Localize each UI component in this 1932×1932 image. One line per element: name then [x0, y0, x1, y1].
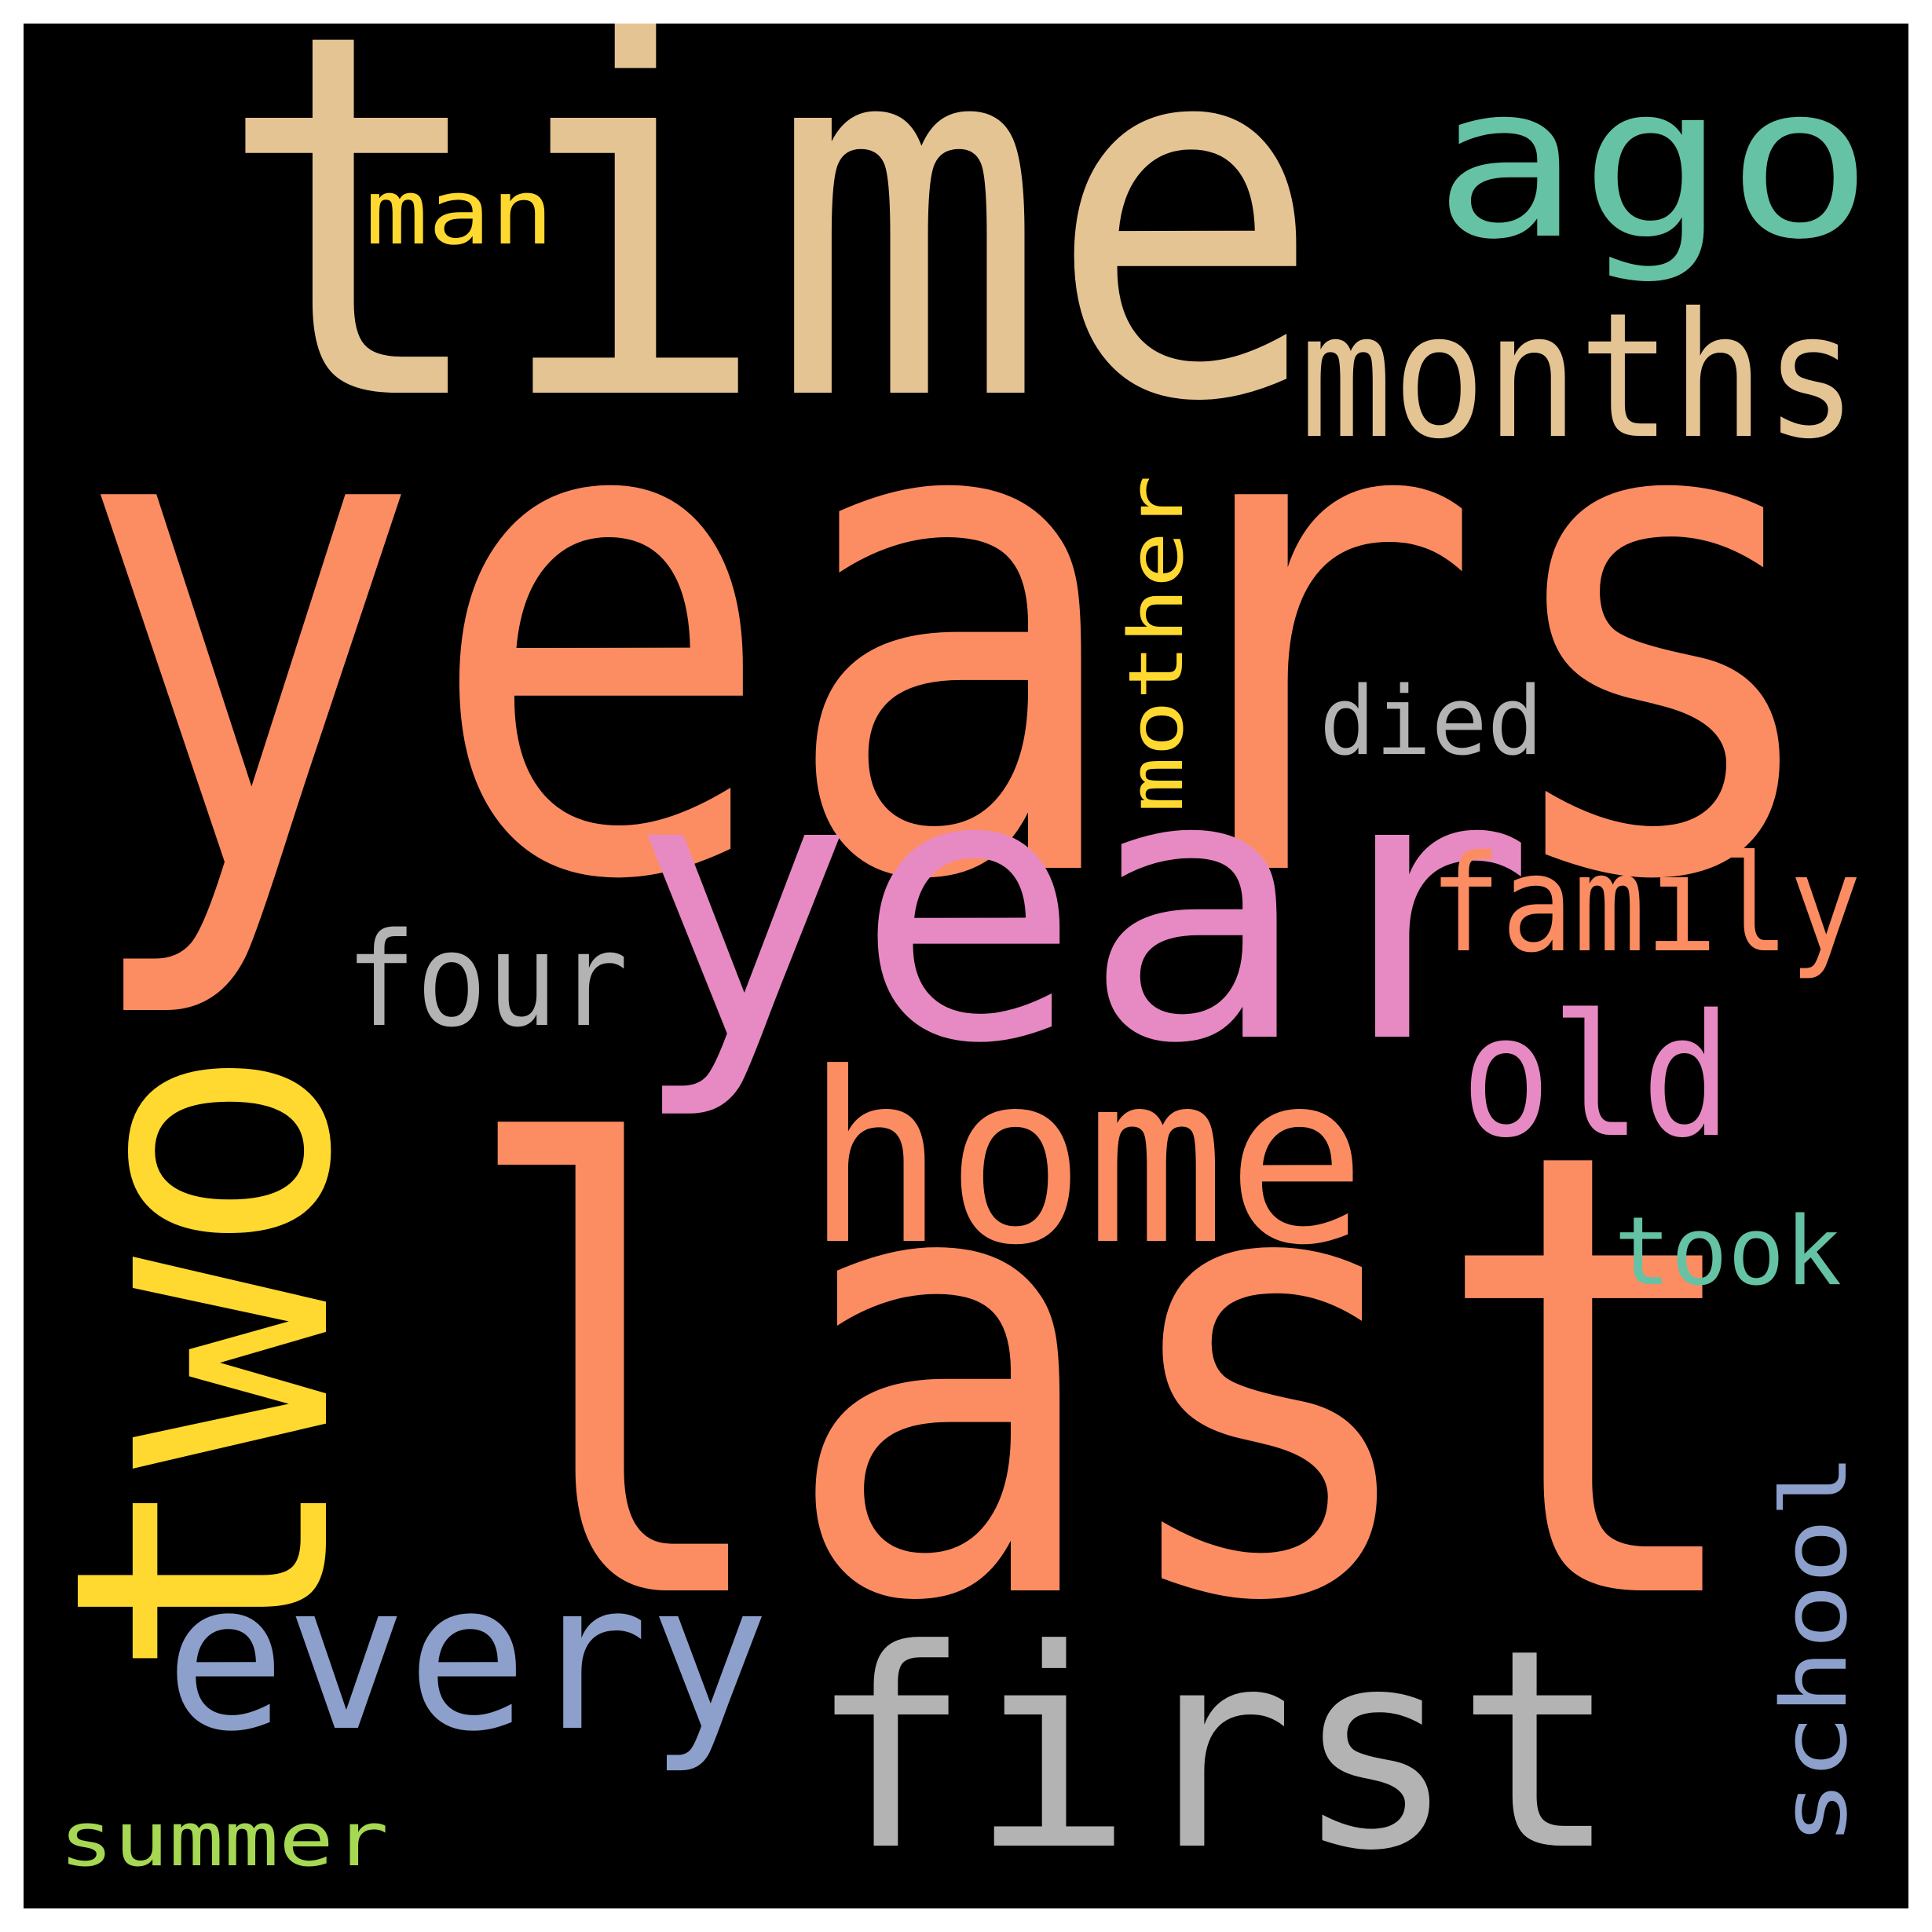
word-old: old: [1461, 978, 1732, 1175]
word-year: year: [628, 694, 1535, 1124]
word-time: time: [216, 24, 1323, 511]
word-summer: summer: [59, 1797, 389, 1883]
word-cloud: years time last year two ago months firs…: [24, 24, 1908, 1908]
word-ago: ago: [1433, 38, 1873, 286]
word-cloud-background: [24, 24, 1908, 1908]
word-two: two: [24, 1045, 410, 1681]
word-years: years: [71, 234, 1838, 1030]
word-months: months: [1300, 276, 1857, 477]
word-cloud-canvas: years time last year two ago months firs…: [24, 24, 1908, 1908]
word-died: died: [1319, 668, 1543, 777]
word-four: four: [346, 905, 628, 1056]
word-school: school: [1762, 1453, 1868, 1846]
word-every: every: [165, 1539, 770, 1776]
word-family: family: [1429, 827, 1861, 982]
word-mother: mother: [1114, 475, 1200, 813]
word-man: man: [365, 160, 554, 265]
word-took: took: [1614, 1198, 1842, 1307]
word-first: first: [809, 1590, 1618, 1908]
word-last: last: [456, 1022, 1755, 1735]
word-home: home: [805, 1023, 1367, 1297]
